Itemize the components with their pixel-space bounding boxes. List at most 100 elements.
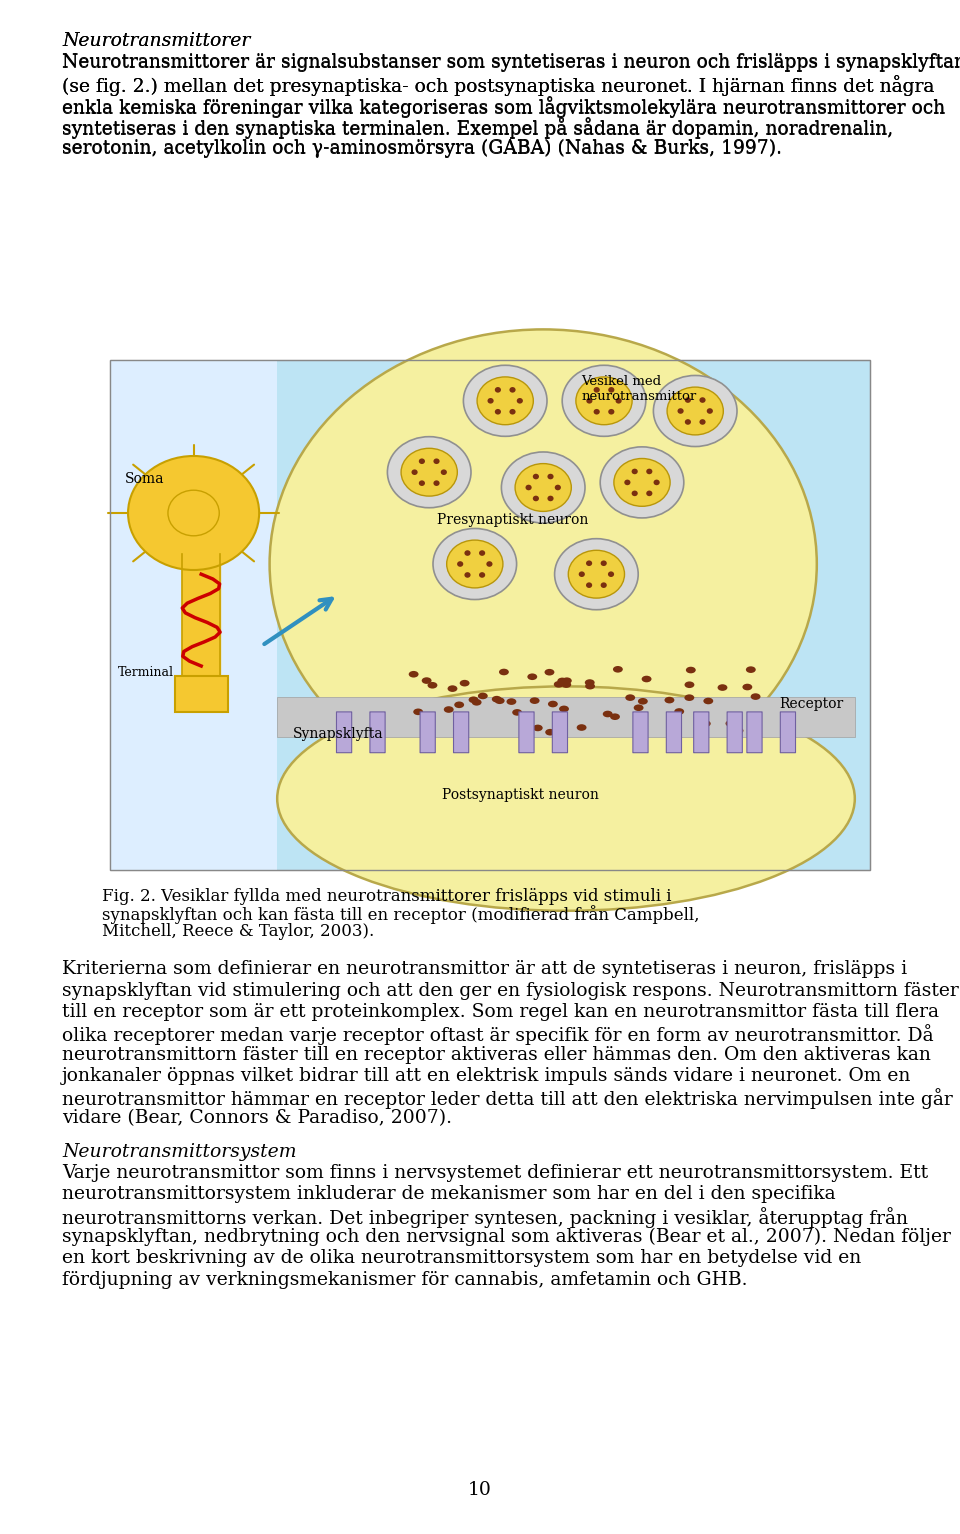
FancyBboxPatch shape <box>727 712 742 753</box>
Ellipse shape <box>603 710 612 718</box>
Ellipse shape <box>742 684 753 690</box>
FancyBboxPatch shape <box>694 712 708 753</box>
Ellipse shape <box>586 683 595 689</box>
Text: (se fig. 2.) mellan det presynaptiska- och postsynaptiska neuronet. I hjärnan fi: (se fig. 2.) mellan det presynaptiska- o… <box>62 75 934 95</box>
Text: Neurotransmittorer är signalsubstanser som syntetiseras i neuron och frisläpps i: Neurotransmittorer är signalsubstanser s… <box>62 54 960 71</box>
Ellipse shape <box>501 453 585 523</box>
Text: Neurotransmittorer är signalsubstanser som syntetiseras i neuron och frisläpps i: Neurotransmittorer är signalsubstanser s… <box>62 54 960 72</box>
Text: Terminal: Terminal <box>117 666 174 680</box>
FancyBboxPatch shape <box>370 712 385 753</box>
Ellipse shape <box>555 485 561 491</box>
Ellipse shape <box>433 480 440 486</box>
Text: till en receptor som är ett proteinkomplex. Som regel kan en neurotransmittor fä: till en receptor som är ett proteinkompl… <box>62 1003 939 1020</box>
Polygon shape <box>110 360 277 870</box>
Ellipse shape <box>128 456 259 571</box>
Ellipse shape <box>684 681 694 689</box>
Ellipse shape <box>613 459 670 506</box>
Polygon shape <box>110 360 870 870</box>
Ellipse shape <box>558 678 567 684</box>
Ellipse shape <box>516 463 571 511</box>
Ellipse shape <box>634 704 643 712</box>
Ellipse shape <box>612 666 623 672</box>
Ellipse shape <box>726 719 735 727</box>
Text: Neurotransmittorer: Neurotransmittorer <box>62 32 251 51</box>
Ellipse shape <box>465 551 470 555</box>
Ellipse shape <box>601 583 607 588</box>
Ellipse shape <box>516 397 523 403</box>
Text: vidare (Bear, Connors & Paradiso, 2007).: vidare (Bear, Connors & Paradiso, 2007). <box>62 1109 452 1127</box>
Ellipse shape <box>577 724 587 730</box>
Text: synapsklyftan vid stimulering och att den ger en fysiologisk respons. Neurotrans: synapsklyftan vid stimulering och att de… <box>62 982 959 1000</box>
Ellipse shape <box>654 480 660 485</box>
Ellipse shape <box>533 474 539 479</box>
Text: 10: 10 <box>468 1480 492 1499</box>
Ellipse shape <box>624 480 631 485</box>
Ellipse shape <box>533 495 539 502</box>
Text: olika receptorer medan varje receptor oftast är specifik för en form av neurotra: olika receptorer medan varje receptor of… <box>62 1025 934 1045</box>
FancyBboxPatch shape <box>336 712 351 753</box>
FancyBboxPatch shape <box>747 712 762 753</box>
Text: Postsynaptiskt neuron: Postsynaptiskt neuron <box>442 788 599 802</box>
Ellipse shape <box>586 560 592 566</box>
Ellipse shape <box>562 681 571 687</box>
Ellipse shape <box>587 397 592 403</box>
Ellipse shape <box>717 684 728 690</box>
Ellipse shape <box>585 680 594 686</box>
Text: Receptor: Receptor <box>779 696 843 710</box>
Ellipse shape <box>559 706 569 712</box>
Ellipse shape <box>684 695 694 701</box>
Ellipse shape <box>507 698 516 706</box>
Ellipse shape <box>464 365 547 436</box>
Text: syntetiseras i den synaptiska terminalen. Exempel på sådana är dopamin, noradren: syntetiseras i den synaptiska terminalen… <box>62 118 893 140</box>
Ellipse shape <box>641 675 652 683</box>
Text: syntetiseras i den synaptiska terminalen. Exempel på sådana är dopamin, noradren: syntetiseras i den synaptiska terminalen… <box>62 117 893 138</box>
Ellipse shape <box>492 696 502 703</box>
Ellipse shape <box>555 538 638 609</box>
Ellipse shape <box>684 397 691 403</box>
Text: Vesikel med
neurotransmittor: Vesikel med neurotransmittor <box>581 376 696 403</box>
Ellipse shape <box>388 437 471 508</box>
Ellipse shape <box>412 469 418 476</box>
Ellipse shape <box>751 693 760 700</box>
Ellipse shape <box>707 408 713 414</box>
Ellipse shape <box>454 701 464 709</box>
Ellipse shape <box>685 667 696 673</box>
Ellipse shape <box>632 468 637 474</box>
Ellipse shape <box>447 686 457 692</box>
Ellipse shape <box>433 529 516 600</box>
Ellipse shape <box>700 419 706 425</box>
Ellipse shape <box>401 448 457 495</box>
Ellipse shape <box>576 377 632 425</box>
Ellipse shape <box>609 387 614 393</box>
Ellipse shape <box>593 387 600 393</box>
Ellipse shape <box>479 572 485 578</box>
Text: (se fig. 2.) mellan det presynaptiska- och postsynaptiska neuronet. I hjärnan fi: (se fig. 2.) mellan det presynaptiska- o… <box>62 75 934 97</box>
Ellipse shape <box>674 709 684 715</box>
Text: Neurotransmittorsystem: Neurotransmittorsystem <box>62 1143 297 1161</box>
Ellipse shape <box>601 560 607 566</box>
Text: en kort beskrivning av de olika neurotransmittorsystem som har en betydelse vid : en kort beskrivning av de olika neurotra… <box>62 1250 861 1267</box>
Ellipse shape <box>494 410 501 414</box>
Ellipse shape <box>478 693 488 700</box>
Ellipse shape <box>678 408 684 414</box>
Ellipse shape <box>646 468 653 474</box>
Ellipse shape <box>510 410 516 414</box>
Ellipse shape <box>579 571 585 577</box>
Polygon shape <box>277 696 854 738</box>
Ellipse shape <box>427 683 438 689</box>
Ellipse shape <box>586 583 592 588</box>
Ellipse shape <box>471 700 482 706</box>
Ellipse shape <box>530 698 540 704</box>
Ellipse shape <box>667 387 723 436</box>
Ellipse shape <box>700 397 706 403</box>
Ellipse shape <box>433 459 440 465</box>
Ellipse shape <box>563 365 646 436</box>
Text: neurotransmittorsystem inkluderar de mekanismer som har en del i den specifika: neurotransmittorsystem inkluderar de mek… <box>62 1186 835 1204</box>
Ellipse shape <box>701 721 710 727</box>
Ellipse shape <box>468 696 478 703</box>
Ellipse shape <box>608 571 614 577</box>
Ellipse shape <box>419 480 425 486</box>
Ellipse shape <box>593 410 600 414</box>
Ellipse shape <box>444 706 454 713</box>
Ellipse shape <box>632 491 637 495</box>
